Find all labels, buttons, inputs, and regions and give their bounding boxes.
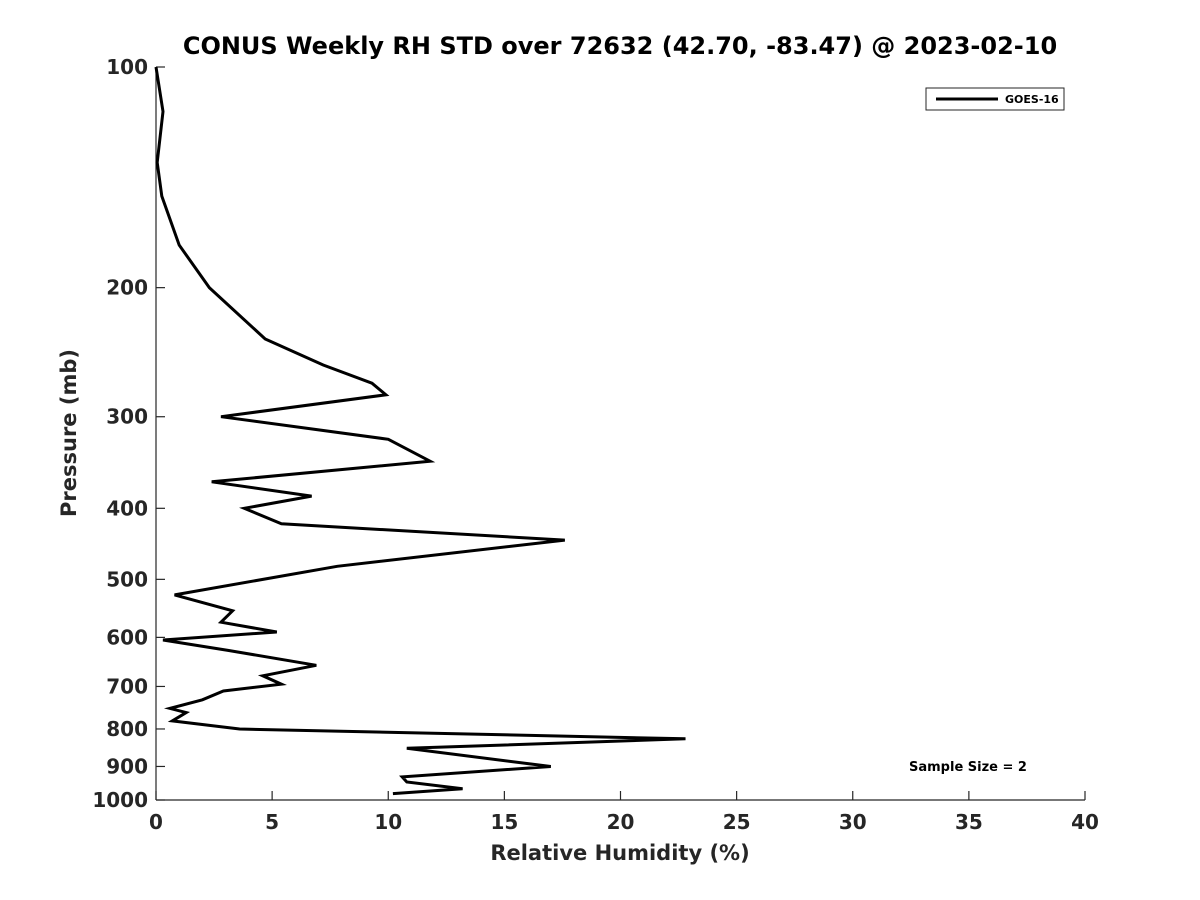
sample-size-annotation: Sample Size = 2	[909, 760, 1027, 775]
legend: GOES-16	[925, 87, 1065, 111]
x-tick-label: 10	[374, 810, 402, 834]
y-axis-label: Pressure (mb)	[57, 349, 81, 517]
y-tick-label: 1000	[92, 788, 148, 812]
x-axis-label: Relative Humidity (%)	[490, 841, 749, 865]
y-tick-label: 200	[106, 276, 148, 300]
x-ticks: 0 5 10 15 20 25 30 35 40	[149, 791, 1099, 834]
y-tick-label: 900	[106, 754, 148, 778]
y-tick-label: 600	[106, 625, 148, 649]
x-tick-label: 15	[490, 810, 518, 834]
x-tick-label: 0	[149, 810, 163, 834]
series-group	[154, 66, 686, 796]
x-tick-label: 20	[607, 810, 635, 834]
y-tick-label: 300	[106, 405, 148, 429]
x-tick-label: 40	[1071, 810, 1099, 834]
legend-label-goes-16: GOES-16	[1005, 93, 1059, 106]
y-tick-label: 100	[106, 55, 148, 79]
x-tick-label: 25	[723, 810, 751, 834]
y-tick-label: 500	[106, 567, 148, 591]
x-tick-label: 30	[839, 810, 867, 834]
x-tick-label: 5	[265, 810, 279, 834]
x-tick-label: 35	[955, 810, 983, 834]
series-line-goes-16	[154, 66, 686, 796]
chart-title: CONUS Weekly RH STD over 72632 (42.70, -…	[183, 32, 1057, 60]
y-ticks: 100 200 300 400 500 600 700 800 900 1000	[92, 55, 165, 812]
y-tick-label: 400	[106, 496, 148, 520]
y-tick-label: 700	[106, 674, 148, 698]
y-tick-label: 800	[106, 717, 148, 741]
